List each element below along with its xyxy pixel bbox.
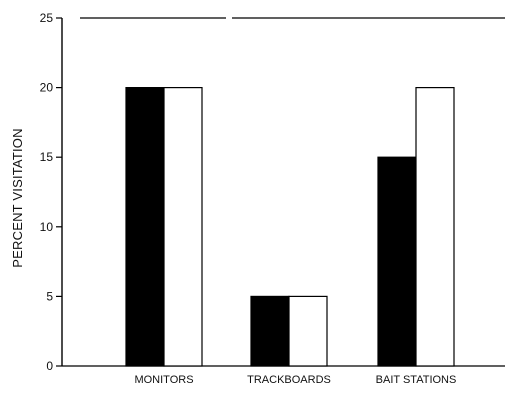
bar-trackboards-series-1 (250, 295, 290, 367)
bar-bait-stations-series-1 (377, 156, 417, 367)
y-tick-label: 0 (46, 359, 53, 373)
y-axis-title: PERCENT VISITATION (10, 128, 25, 267)
bar-bait-stations-series-2 (415, 86, 455, 367)
x-category-label: MONITORS (134, 374, 193, 386)
bar-trackboards-series-2 (288, 295, 328, 367)
y-tick-label: 10 (40, 220, 54, 234)
bars-group (125, 86, 455, 367)
x-category-label: BAIT STATIONS (376, 374, 457, 386)
x-axis-category-labels: MONITORS TRACKBOARDS BAIT STATIONS (134, 374, 456, 386)
x-category-label: TRACKBOARDS (247, 374, 331, 386)
y-tick-label: 5 (46, 289, 53, 303)
y-tick-label: 15 (40, 150, 54, 164)
y-tick-label: 20 (40, 81, 54, 95)
bar-monitors-series-1 (125, 86, 165, 367)
bar-monitors-series-2 (163, 86, 203, 367)
y-axis-ticks: 0 5 10 15 20 25 (40, 11, 62, 373)
y-tick-label: 25 (40, 11, 54, 25)
